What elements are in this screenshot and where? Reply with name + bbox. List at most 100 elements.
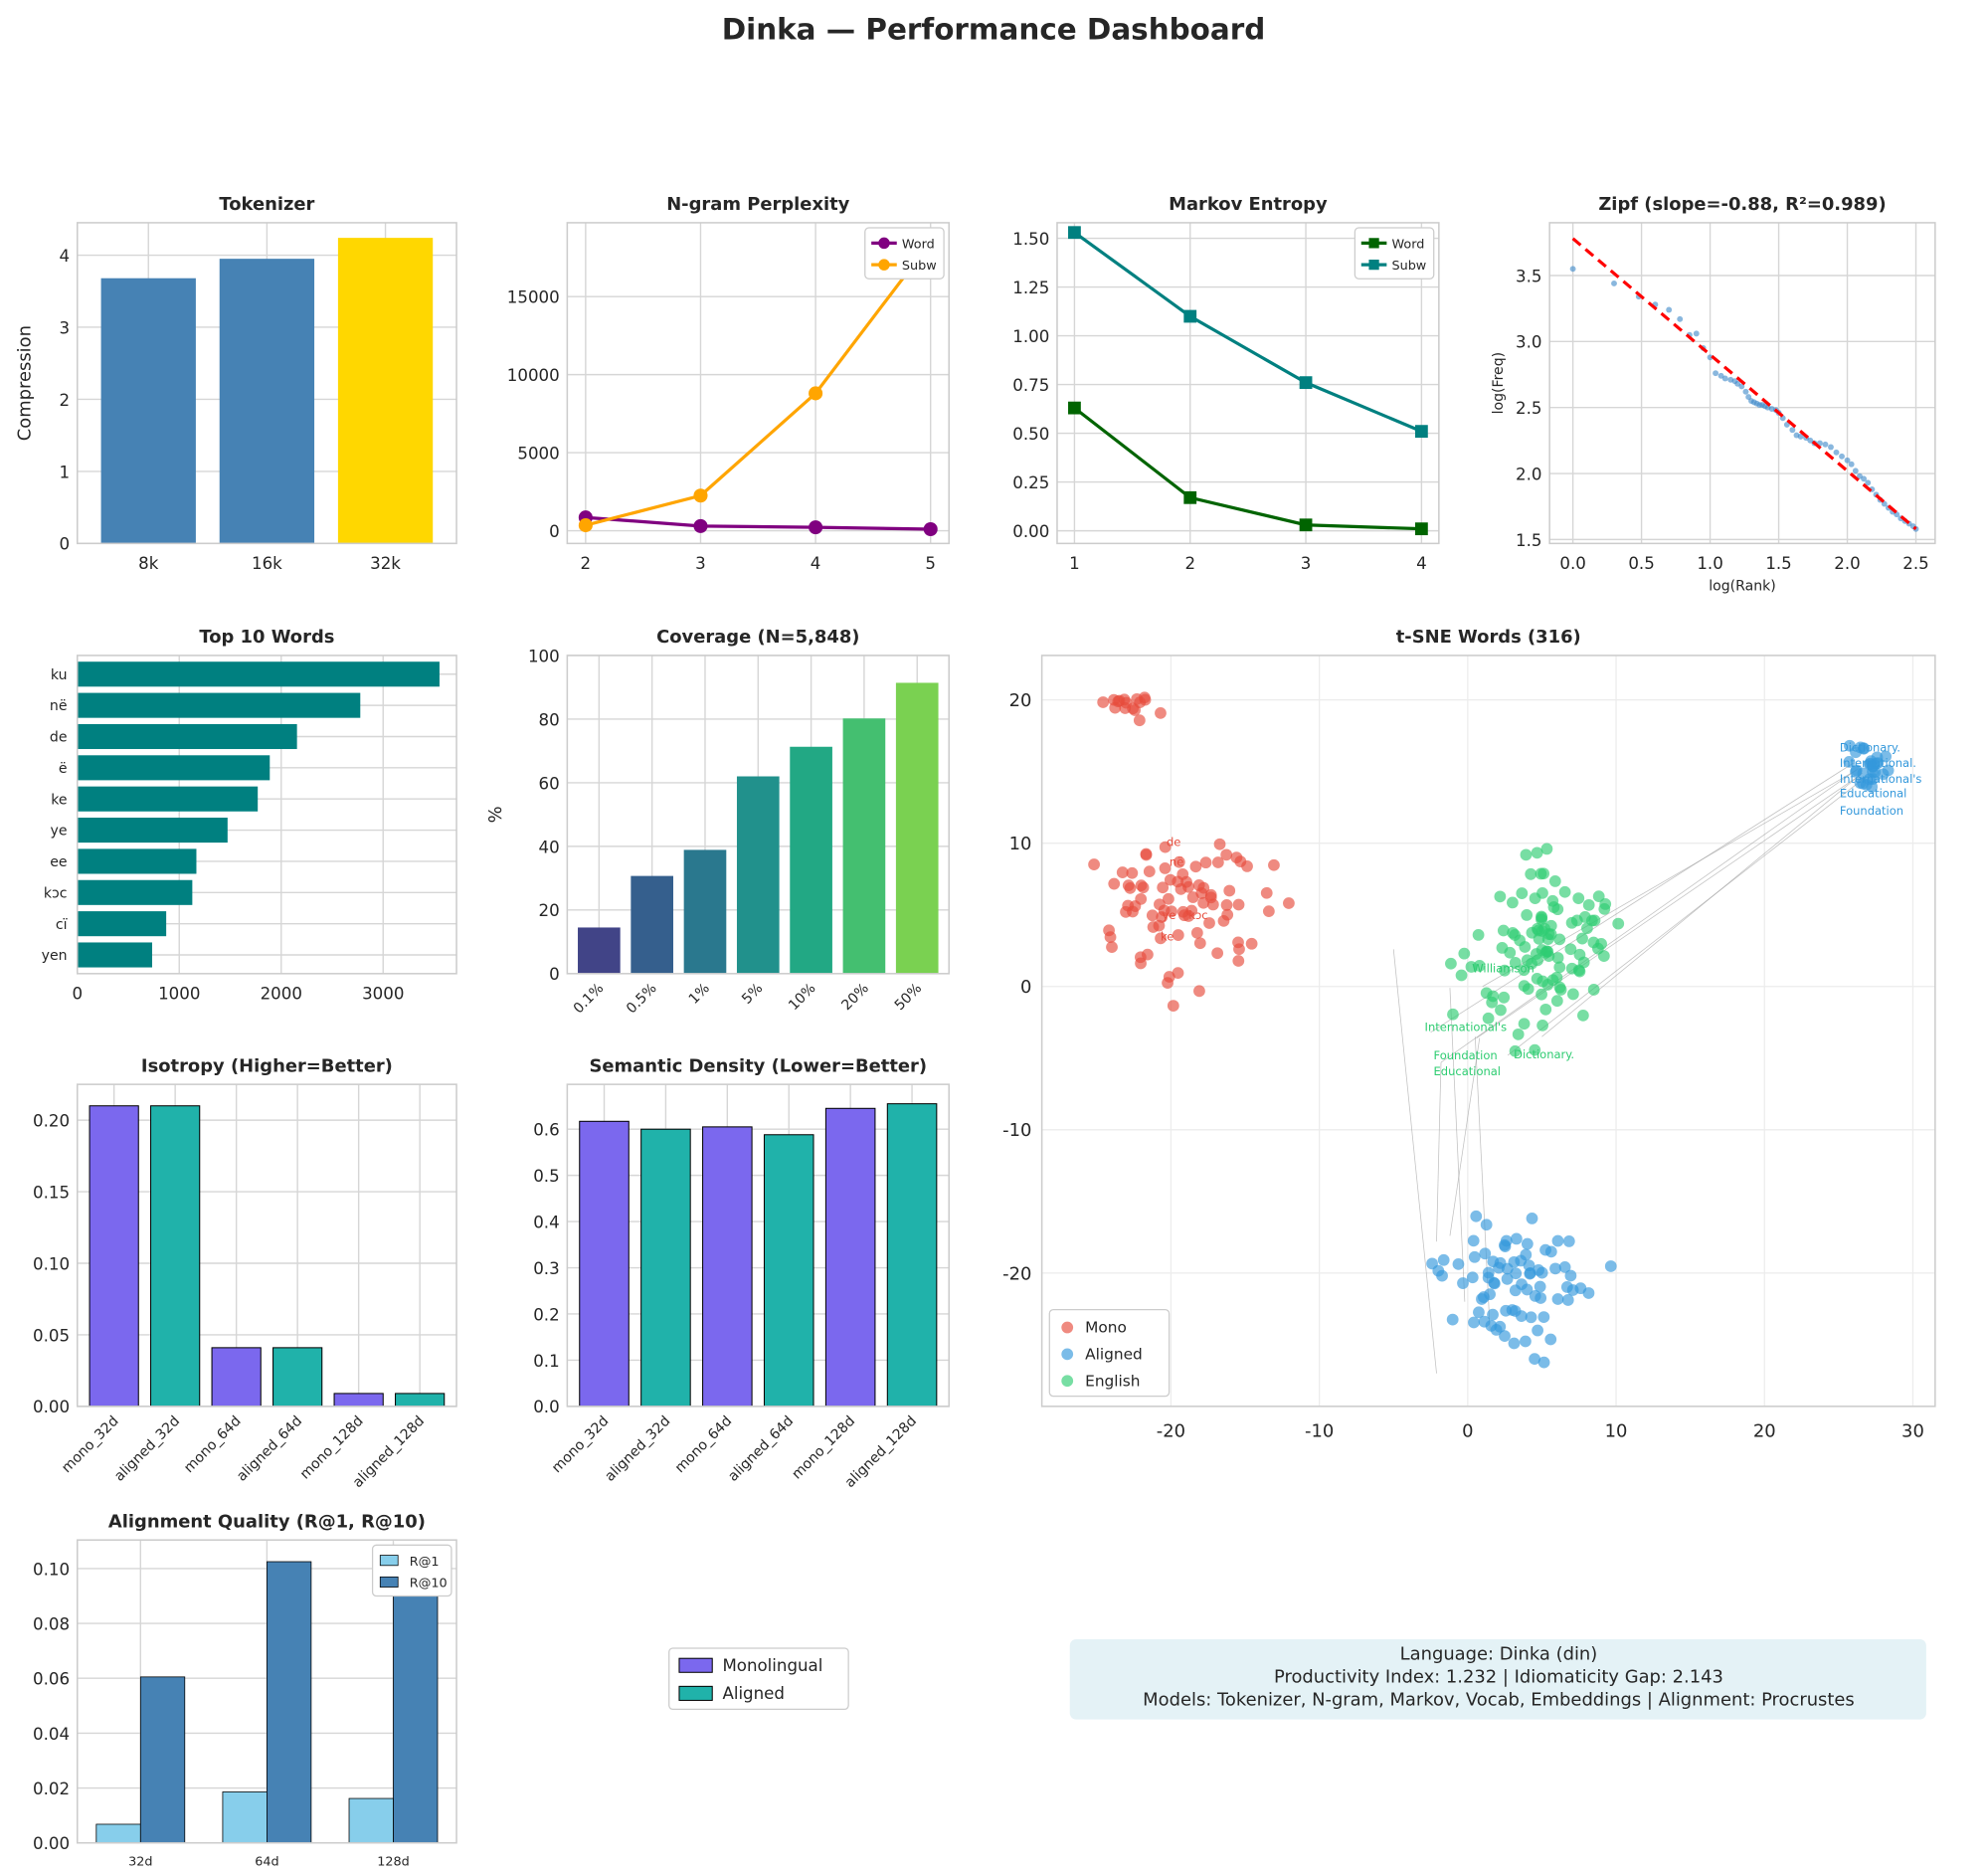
tsne-point-mono [1163, 892, 1174, 905]
y-tick-label: 100 [528, 647, 560, 665]
tsne-point-mono [1133, 714, 1146, 727]
y-tick-label: yen [42, 948, 68, 964]
bar-yen [77, 942, 152, 968]
tsne-point-aligned [1500, 1304, 1513, 1317]
x-tick-label: 32k [370, 554, 401, 573]
tsne-point-aligned [1467, 1234, 1480, 1247]
y-tick-label: kɔc [44, 885, 68, 901]
tsne-point-english [1577, 956, 1590, 969]
tsne-point-aligned [1508, 1337, 1521, 1350]
y-tick-label: 15000 [507, 288, 560, 307]
tsne-point-english [1495, 1004, 1507, 1017]
tsne-point-mono [1204, 888, 1217, 901]
legend-label: Aligned [1085, 1346, 1143, 1364]
chart-title: Markov Entropy [1169, 194, 1328, 215]
tsne-point-aligned [1534, 1280, 1546, 1293]
tsne-point-english [1536, 886, 1548, 899]
tsne-point-mono [1241, 860, 1253, 872]
bar-R@1-64d [222, 1791, 268, 1844]
tsne-point-aligned [1526, 1213, 1538, 1224]
tsne-point-english [1566, 988, 1579, 1001]
tsne-point-aligned [1562, 1235, 1575, 1247]
tsne-point-aligned [1457, 1277, 1469, 1289]
bar-10% [790, 746, 832, 974]
zipf-point [1822, 441, 1829, 448]
tsne-point-aligned [1436, 1269, 1448, 1282]
zipf-point [1742, 388, 1749, 395]
data-point [1183, 490, 1197, 504]
legend-label: Aligned [722, 1684, 784, 1703]
chart-panel-0: 0 1 2 3 4 8k 16k 32k Tokenizer Compression [14, 194, 457, 573]
tsne-point-mono [1185, 904, 1198, 917]
zipf-point [1666, 306, 1673, 313]
tsne-point-english [1598, 902, 1611, 915]
tsne-point-aligned [1515, 1310, 1528, 1322]
chart-title: t-SNE Words (316) [1396, 627, 1581, 648]
legend-marker [878, 237, 890, 250]
tsne-point-aligned [1532, 1324, 1543, 1337]
tsne-point-aligned [1558, 1260, 1571, 1273]
y-tick-label: 0.75 [1012, 376, 1049, 395]
tsne-point-mono [1156, 911, 1169, 923]
tsne-point-english [1544, 928, 1557, 941]
tsne-point-mono [1127, 905, 1139, 918]
y-tick-label: 0 [549, 522, 560, 541]
tsne-point-mono [1142, 948, 1154, 961]
tsne-point-aligned [1535, 1292, 1547, 1304]
x-tick-label: aligned_32d [111, 1413, 183, 1485]
y-tick-label: ku [51, 667, 68, 683]
data-point [1068, 401, 1081, 415]
bar-32k [337, 238, 434, 544]
legend-label: Monolingual [722, 1656, 822, 1675]
data-point [1068, 226, 1081, 240]
y-tick-label: 0.00 [1012, 522, 1049, 541]
x-tick-label: 0 [72, 984, 83, 1003]
word-label: International. [1840, 756, 1916, 770]
tsne-point-aligned [1561, 1294, 1574, 1306]
x-tick-label: 0 [1462, 1421, 1473, 1442]
tsne-point-aligned [1529, 1353, 1540, 1366]
tsne-point-mono [1206, 898, 1219, 911]
y-axis-label: % [485, 806, 506, 823]
chart-title: Tokenizer [219, 194, 314, 215]
tsne-point-english [1564, 943, 1577, 956]
x-tick-label: 0.0 [1559, 554, 1585, 573]
tsne-point-english [1512, 1028, 1525, 1040]
y-tick-label: 80 [539, 710, 560, 729]
alignment-link [1449, 1037, 1481, 1236]
bar-aligned_128d [395, 1393, 446, 1407]
legend-marker [1368, 260, 1379, 271]
tsne-point-english [1588, 914, 1601, 927]
tsne-point-aligned [1551, 1293, 1564, 1305]
y-tick-label: 2.5 [1516, 399, 1541, 418]
tsne-point-mono [1131, 692, 1144, 705]
data-point [809, 520, 823, 535]
axes-frame [76, 1539, 457, 1844]
legend: Mono Aligned English [1048, 1308, 1171, 1398]
x-tick-label: 0.5% [624, 981, 660, 1018]
y-tick-label: ë [59, 761, 68, 777]
tsne-point-aligned [1437, 1253, 1450, 1266]
y-tick-label: 1.50 [1012, 230, 1049, 249]
data-point [1299, 518, 1313, 532]
tsne-point-mono [1140, 848, 1153, 861]
zipf-point [1789, 427, 1796, 434]
tsne-point-mono [1197, 881, 1210, 894]
word-label: Foundation [1840, 804, 1903, 818]
data-point [578, 518, 593, 533]
y-tick-label: cï [56, 917, 68, 933]
tsne-point-aligned [1480, 1219, 1493, 1231]
legend: Word Subw [1354, 227, 1435, 280]
tsne-point-aligned [1843, 756, 1856, 768]
bar-aligned_32d [640, 1128, 691, 1407]
x-tick-label: 20% [838, 981, 871, 1014]
axes-frame [566, 655, 950, 975]
tsne-point-english [1553, 981, 1566, 994]
legend-marker [1061, 1348, 1074, 1361]
tsne-point-mono [1197, 896, 1209, 909]
tsne-point-aligned [1865, 755, 1878, 768]
tsne-point-mono [1088, 858, 1100, 870]
tsne-point-mono [1104, 931, 1117, 944]
axes-frame [1040, 655, 1936, 1407]
bar-0.5% [631, 875, 673, 974]
